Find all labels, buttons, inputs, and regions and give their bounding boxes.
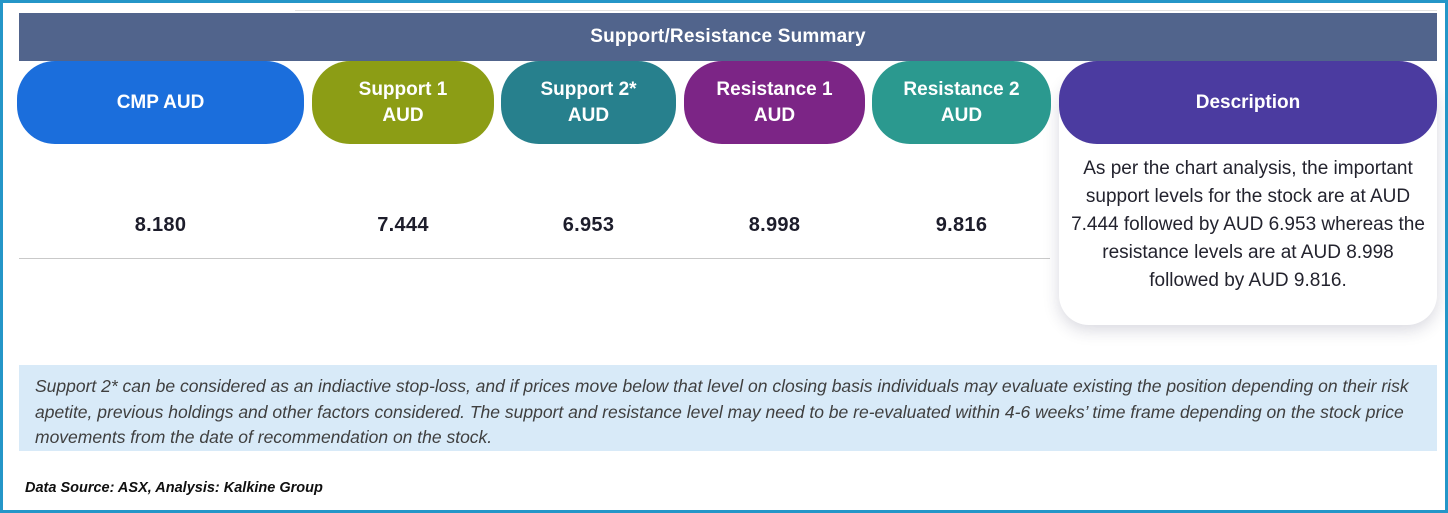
footnote-text: Support 2* can be considered as an india… [35, 376, 1409, 447]
value-resistance-2: 9.816 [935, 213, 988, 236]
column-header-label: Support 2* AUD [540, 78, 637, 126]
column-header-label: Resistance 2 AUD [903, 78, 1020, 126]
column-header-description: Description [1059, 61, 1437, 144]
column-header-resistance-2: Resistance 2 AUD [872, 61, 1051, 144]
column-header-label: Support 1 AUD [358, 78, 448, 126]
column-header-support-1: Support 1 AUD [312, 61, 494, 144]
value-resistance-1: 8.998 [748, 213, 801, 236]
values-row-divider [19, 258, 1050, 259]
table-title-bar: Support/Resistance Summary [19, 13, 1437, 61]
top-divider [295, 10, 1437, 11]
column-header-label: CMP AUD [116, 91, 205, 113]
column-header-label: Description [1195, 91, 1301, 113]
footnote-box: Support 2* can be considered as an india… [19, 365, 1437, 451]
column-header-cmp: CMP AUD [17, 61, 304, 144]
column-header-resistance-1: Resistance 1 AUD [684, 61, 865, 144]
description-text: As per the chart analysis, the important… [1071, 158, 1425, 291]
value-support-2: 6.953 [562, 213, 615, 236]
value-support-1: 7.444 [377, 213, 429, 236]
column-header-label: Resistance 1 AUD [716, 78, 833, 126]
column-header-support-2: Support 2* AUD [501, 61, 676, 144]
table-title: Support/Resistance Summary [590, 26, 866, 47]
data-source-line: Data Source: ASX, Analysis: Kalkine Grou… [25, 480, 323, 496]
value-cmp: 8.180 [134, 213, 187, 236]
